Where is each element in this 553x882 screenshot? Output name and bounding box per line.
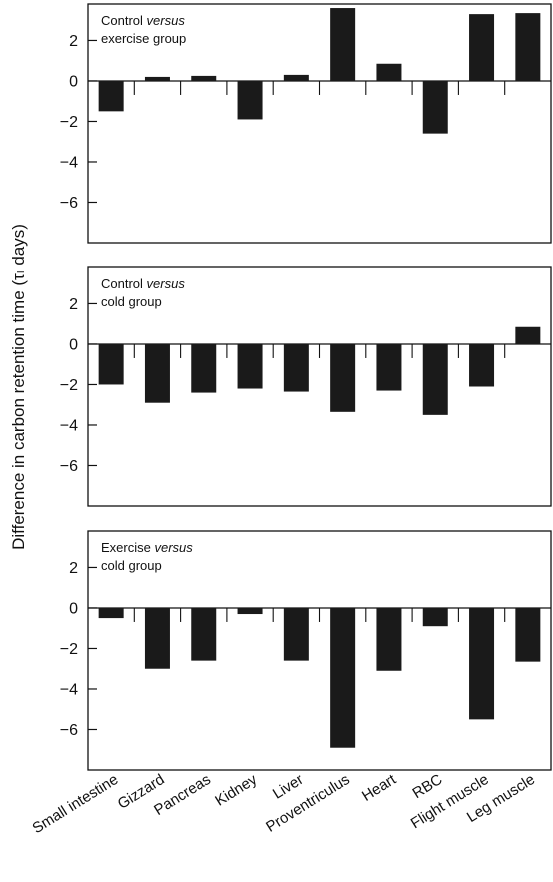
- bar: [237, 80, 263, 120]
- y-tick-label: 0: [69, 336, 78, 353]
- category-label: Heart: [359, 771, 400, 805]
- bar: [283, 607, 309, 661]
- bar: [191, 607, 217, 661]
- category-label: Kidney: [212, 771, 260, 810]
- y-tick-label: −6: [60, 458, 78, 475]
- y-tick-label: −2: [60, 641, 78, 658]
- panel-label-line2: cold group: [101, 558, 162, 573]
- panel-frame: [87, 266, 552, 507]
- y-tick-label: −2: [60, 114, 78, 131]
- bar: [330, 343, 356, 412]
- bar: [422, 80, 448, 134]
- bar: [98, 343, 124, 385]
- panel-label-line1: Control versus: [101, 276, 185, 291]
- bar: [469, 343, 495, 387]
- bar: [330, 8, 356, 81]
- bar: [515, 326, 541, 344]
- bar: [144, 343, 170, 403]
- bar: [237, 607, 263, 615]
- y-tick-label: 0: [69, 73, 78, 90]
- y-tick-label: 2: [69, 296, 78, 313]
- bar: [469, 14, 495, 81]
- bar: [191, 75, 217, 81]
- bar: [422, 607, 448, 627]
- bar: [376, 607, 402, 671]
- panel-label-line1: Exercise versus: [101, 540, 193, 555]
- bar: [283, 343, 309, 392]
- bar: [191, 343, 217, 393]
- panel-label-line2: cold group: [101, 294, 162, 309]
- bar: [515, 13, 541, 81]
- y-tick-label: −6: [60, 722, 78, 739]
- bar: [515, 607, 541, 662]
- panel-label-line1: Control versus: [101, 13, 185, 28]
- bar: [330, 607, 356, 748]
- bar: [144, 607, 170, 669]
- bar: [422, 343, 448, 415]
- y-axis-title: Difference in carbon retention time (τₗ …: [9, 224, 28, 550]
- bar: [144, 76, 170, 81]
- y-tick-label: −4: [60, 154, 78, 171]
- panel-label-line2: exercise group: [101, 31, 186, 46]
- bar: [237, 343, 263, 389]
- bar: [376, 63, 402, 81]
- bar: [283, 74, 309, 81]
- category-label: Proventriculus: [263, 771, 353, 836]
- y-tick-label: −4: [60, 681, 78, 698]
- panel-frame: [87, 530, 552, 771]
- bar: [98, 607, 124, 619]
- y-tick-label: 2: [69, 560, 78, 577]
- y-tick-label: −2: [60, 377, 78, 394]
- y-tick-label: −6: [60, 195, 78, 212]
- y-tick-label: −4: [60, 417, 78, 434]
- y-tick-label: 0: [69, 600, 78, 617]
- bar: [98, 80, 124, 112]
- y-tick-label: 2: [69, 33, 78, 50]
- category-label: Small intestine: [30, 771, 122, 837]
- bar: [469, 607, 495, 720]
- bar: [376, 343, 402, 391]
- panel-frame: [87, 3, 552, 244]
